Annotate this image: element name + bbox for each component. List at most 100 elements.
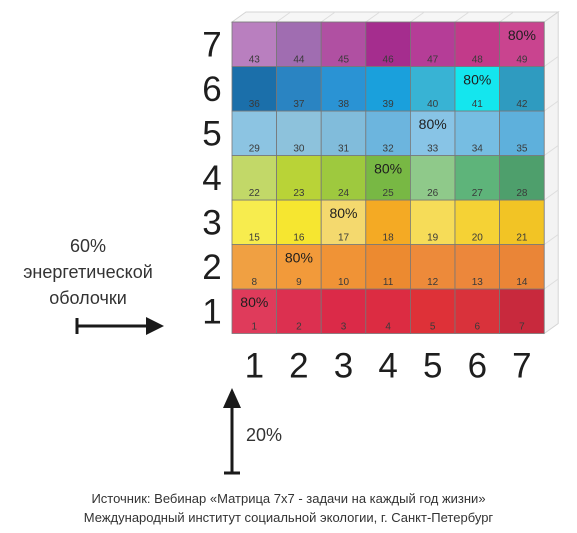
cell-fill bbox=[231, 66, 277, 112]
matrix-cell: 9 80% bbox=[276, 244, 322, 290]
cell-fill bbox=[499, 288, 545, 334]
matrix-cell: 6 bbox=[454, 288, 500, 334]
cell-fill bbox=[409, 199, 456, 245]
up-arrow-icon bbox=[223, 388, 241, 475]
cell-number: 9 bbox=[296, 277, 302, 288]
matrix-cell: 38 bbox=[320, 66, 367, 112]
cell-number: 26 bbox=[427, 188, 439, 199]
cell-number: 16 bbox=[293, 233, 305, 244]
matrix-cell: 25 80% bbox=[365, 155, 411, 201]
matrix-cell: 13 bbox=[454, 244, 500, 290]
cell-number: 47 bbox=[427, 55, 439, 66]
matrix-cell: 17 80% bbox=[320, 199, 367, 245]
matrix-cell: 44 bbox=[276, 21, 322, 67]
cell-fill bbox=[320, 288, 367, 334]
side-line-energy: энергетической bbox=[23, 262, 153, 282]
matrix-cell: 42 bbox=[499, 66, 545, 112]
matrix-cell: 41 80% bbox=[454, 66, 500, 112]
matrix-cell: 36 bbox=[231, 66, 277, 112]
matrix-cell: 35 bbox=[499, 110, 545, 156]
matrix-cell: 49 80% bbox=[499, 21, 545, 67]
matrix-cell: 30 bbox=[276, 110, 322, 156]
cell-fill bbox=[276, 155, 322, 201]
cell-number: 17 bbox=[338, 233, 350, 244]
cell-fill bbox=[409, 288, 456, 334]
matrix-cell: 12 bbox=[409, 244, 456, 290]
matrix-cell: 23 bbox=[276, 155, 322, 201]
cell-number: 40 bbox=[427, 99, 439, 110]
cell-percent-label: 80% bbox=[374, 161, 402, 177]
cell-number: 29 bbox=[249, 144, 261, 155]
column-label: 6 bbox=[468, 347, 487, 386]
matrix-cell: 2 bbox=[276, 288, 322, 334]
matrix-cell: 47 bbox=[409, 21, 456, 67]
matrix-cell: 48 bbox=[454, 21, 500, 67]
matrix-cell: 46 bbox=[365, 21, 411, 67]
cell-number: 10 bbox=[338, 277, 350, 288]
cell-number: 1 bbox=[252, 322, 258, 333]
column-label: 4 bbox=[378, 347, 397, 386]
column-label: 2 bbox=[289, 347, 308, 386]
cell-fill bbox=[454, 66, 500, 112]
cell-fill bbox=[231, 199, 277, 245]
matrix-cell: 3 bbox=[320, 288, 367, 334]
column-label: 1 bbox=[245, 347, 264, 386]
matrix-cell: 5 bbox=[409, 288, 456, 334]
matrix-cell: 18 bbox=[365, 199, 411, 245]
matrix-cell: 31 bbox=[320, 110, 367, 156]
matrix-cell: 34 bbox=[454, 110, 500, 156]
cell-fill bbox=[231, 288, 277, 334]
caption-institute: Международный институт социальной эколог… bbox=[83, 510, 494, 525]
cell-fill bbox=[499, 155, 545, 201]
cell-fill bbox=[276, 244, 322, 290]
cell-number: 30 bbox=[293, 144, 305, 155]
cell-fill bbox=[320, 110, 367, 156]
matrix-cell: 1 80% bbox=[231, 288, 277, 334]
cell-number: 49 bbox=[516, 55, 528, 66]
cell-percent-label: 80% bbox=[508, 27, 536, 43]
row-label: 6 bbox=[202, 70, 221, 109]
cell-number: 15 bbox=[249, 233, 261, 244]
cell-number: 25 bbox=[383, 188, 395, 199]
cell-number: 8 bbox=[252, 277, 258, 288]
matrix-cell: 22 bbox=[231, 155, 277, 201]
cell-fill bbox=[365, 288, 411, 334]
cell-number: 18 bbox=[383, 233, 395, 244]
matrix-cell: 33 80% bbox=[409, 110, 456, 156]
cube-top-face bbox=[230, 11, 560, 23]
cell-number: 38 bbox=[338, 99, 350, 110]
cell-fill bbox=[454, 244, 500, 290]
matrix-cell: 37 bbox=[276, 66, 322, 112]
cell-fill bbox=[231, 244, 277, 290]
row-labels: 1 2 3 4 5 6 7 bbox=[202, 25, 221, 331]
matrix-cell: 21 bbox=[499, 199, 545, 245]
cell-fill bbox=[276, 199, 322, 245]
cell-number: 19 bbox=[427, 233, 439, 244]
matrix-cell: 28 bbox=[499, 155, 545, 201]
row-label: 1 bbox=[202, 292, 221, 331]
cell-fill bbox=[276, 110, 322, 156]
cell-fill bbox=[409, 244, 456, 290]
cell-number: 31 bbox=[338, 144, 350, 155]
cell-fill bbox=[499, 244, 545, 290]
cell-fill bbox=[320, 199, 367, 245]
cell-fill bbox=[499, 199, 545, 245]
cell-percent-label: 80% bbox=[329, 205, 357, 221]
cell-number: 27 bbox=[472, 188, 484, 199]
cell-fill bbox=[231, 21, 277, 67]
cell-number: 42 bbox=[516, 99, 528, 110]
matrix-cell: 10 bbox=[320, 244, 367, 290]
cell-fill bbox=[276, 288, 322, 334]
cell-number: 41 bbox=[472, 99, 484, 110]
cube-right-face bbox=[543, 11, 559, 335]
matrix-cell: 45 bbox=[320, 21, 367, 67]
matrix-cell: 16 bbox=[276, 199, 322, 245]
cell-number: 45 bbox=[338, 55, 350, 66]
cell-number: 43 bbox=[249, 55, 261, 66]
cell-number: 21 bbox=[516, 233, 528, 244]
side-line-shell: оболочки bbox=[49, 288, 127, 308]
row-label: 5 bbox=[202, 114, 221, 153]
matrix-cell: 8 bbox=[231, 244, 277, 290]
